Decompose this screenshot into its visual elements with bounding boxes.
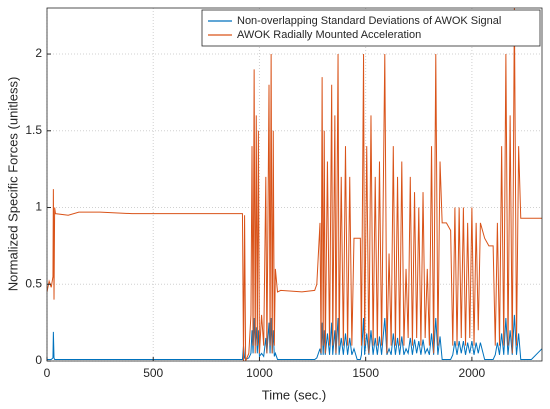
x-tick-label: 2000 xyxy=(459,366,486,380)
x-tick-label: 1500 xyxy=(352,366,379,380)
x-tick-label: 0 xyxy=(44,366,51,380)
y-axis-label: Normalized Specific Forces (unitless) xyxy=(5,77,20,292)
y-tick-label: 1 xyxy=(35,200,42,214)
x-tick-label: 500 xyxy=(143,366,163,380)
legend: Non-overlapping Standard Deviations of A… xyxy=(201,9,541,47)
y-tick-label: 0 xyxy=(35,353,42,367)
plot-area xyxy=(47,8,542,361)
x-axis-label: Time (sec.) xyxy=(262,387,327,402)
legend-label: AWOK Radially Mounted Acceleration xyxy=(237,29,421,41)
lines xyxy=(47,8,542,361)
y-tick-label: 1.5 xyxy=(25,123,42,137)
y-tick-label: 0.5 xyxy=(25,276,42,290)
series-line xyxy=(47,8,542,361)
axes-box xyxy=(46,7,543,362)
legend-label: Non-overlapping Standard Deviations of A… xyxy=(237,15,501,27)
x-tick-label: 1000 xyxy=(246,366,273,380)
y-tick-label: 2 xyxy=(35,46,42,60)
legend-box xyxy=(201,9,541,47)
